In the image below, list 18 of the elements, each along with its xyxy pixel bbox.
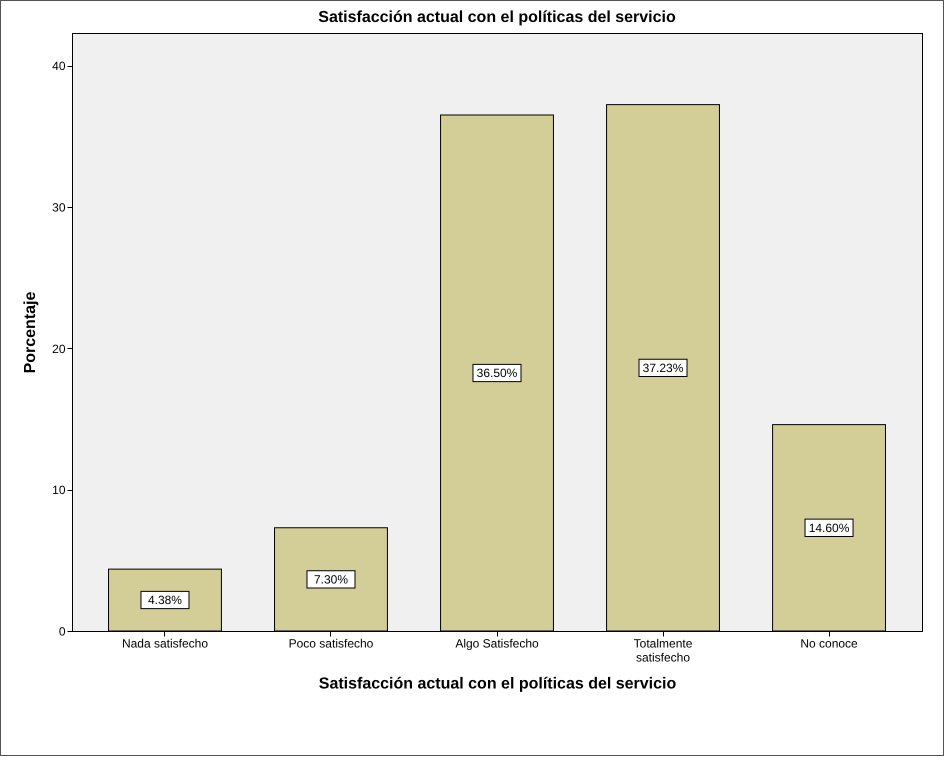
y-tick-label: 20 (52, 342, 66, 356)
x-tick-label: Totalmente satisfecho (634, 636, 693, 664)
y-axis-title: Porcentaje (22, 291, 40, 374)
y-tick-label: 40 (52, 59, 66, 74)
x-axis-title: Satisfacción actual con el políticas del servicio (318, 676, 676, 692)
x-tick-label: Poco satisfecho (288, 636, 374, 650)
x-tick-label: No conoce (800, 636, 858, 650)
data-label: 14.60% (808, 520, 850, 535)
data-label: 7.30% (314, 572, 348, 586)
y-tick-label: 0 (58, 624, 66, 638)
y-tick-label: 10 (52, 483, 66, 498)
data-label: 4.38% (148, 593, 182, 608)
x-tick-label: Algo Satisfecho (455, 636, 540, 650)
data-label: 36.50% (476, 366, 518, 380)
x-tick-label: Nada satisfecho (122, 636, 208, 650)
y-tick-label: 30 (52, 200, 66, 214)
chart-title: Satisfacción actual con el políticas del servicio (318, 9, 676, 26)
data-label: 37.23% (642, 360, 684, 375)
